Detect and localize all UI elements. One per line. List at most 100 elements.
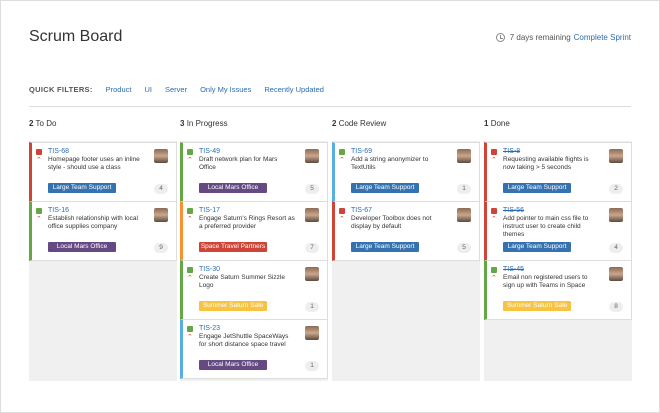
priority-high-icon: ⌃ bbox=[339, 157, 345, 164]
issue-summary: Engage JetShuttle SpaceWays for short di… bbox=[199, 333, 289, 348]
issue-key[interactable]: TIS-56 bbox=[503, 207, 525, 214]
issue-key[interactable]: TIS-67 bbox=[351, 207, 373, 214]
issue-card[interactable]: ⌃ TIS-8 Requesting available flights is … bbox=[484, 142, 632, 202]
issue-card[interactable]: ⌃ TIS-17 Engage Saturn's Rings Resort as… bbox=[180, 201, 328, 261]
epic-label[interactable]: Summer Saturn Sale bbox=[199, 301, 267, 311]
assignee-avatar bbox=[305, 149, 319, 163]
issue-key[interactable]: TIS-16 bbox=[48, 207, 70, 214]
issue-card[interactable]: ⌃ TIS-23 Engage JetShuttle SpaceWays for… bbox=[180, 319, 328, 379]
estimate-badge: 5 bbox=[305, 184, 319, 194]
column-header: 1 Done bbox=[484, 119, 632, 141]
filter-product[interactable]: Product bbox=[105, 85, 132, 94]
assignee-avatar bbox=[154, 208, 168, 222]
estimate-badge: 1 bbox=[305, 361, 319, 371]
issue-key[interactable]: TIS-17 bbox=[199, 207, 221, 214]
complete-sprint-button[interactable]: Complete Sprint bbox=[573, 33, 631, 42]
column-header: 3 In Progress bbox=[180, 119, 328, 141]
issue-card[interactable]: ⌃ TIS-69 Add a string anonymizer to Text… bbox=[332, 142, 480, 202]
page-title: Scrum Board bbox=[29, 28, 123, 45]
column-header: 2 Code Review bbox=[332, 119, 480, 141]
priority-high-icon: ⌃ bbox=[491, 157, 497, 164]
bug-icon bbox=[491, 149, 497, 155]
column-header: 2 To Do bbox=[29, 119, 177, 141]
assignee-avatar bbox=[609, 149, 623, 163]
epic-label[interactable]: Local Mars Office bbox=[48, 242, 116, 252]
issue-card[interactable]: ⌃ TIS-45 Email non registered users to s… bbox=[484, 260, 632, 320]
issue-key[interactable]: TIS-68 bbox=[48, 148, 70, 155]
priority-high-icon: ⌃ bbox=[339, 216, 345, 223]
divider bbox=[29, 106, 631, 107]
epic-label[interactable]: Large Team Support bbox=[503, 183, 571, 193]
issue-card[interactable]: ⌃ TIS-68 Homepage footer uses an inline … bbox=[29, 142, 177, 202]
column-body: ⌃ TIS-49 Draft network plan for Mars Off… bbox=[180, 141, 328, 381]
epic-label[interactable]: Large Team Support bbox=[48, 183, 116, 193]
issue-key[interactable]: TIS-69 bbox=[351, 148, 373, 155]
filter-only-my-issues[interactable]: Only My Issues bbox=[200, 85, 252, 94]
assignee-avatar bbox=[305, 326, 319, 340]
column-count: 3 bbox=[180, 119, 185, 128]
bug-icon bbox=[36, 149, 42, 155]
filter-recently-updated[interactable]: Recently Updated bbox=[264, 85, 324, 94]
quick-filters: QUICK FILTERS: Product UI Server Only My… bbox=[29, 85, 324, 94]
issue-key[interactable]: TIS-30 bbox=[199, 266, 221, 273]
issue-summary: Email non registered users to sign up wi… bbox=[503, 274, 588, 289]
epic-label[interactable]: Summer Saturn Sale bbox=[503, 301, 571, 311]
assignee-avatar bbox=[457, 208, 471, 222]
issue-key[interactable]: TIS-45 bbox=[503, 266, 525, 273]
column-body: ⌃ TIS-68 Homepage footer uses an inline … bbox=[29, 141, 177, 381]
bug-icon bbox=[491, 208, 497, 214]
priority-high-icon: ⌃ bbox=[491, 275, 497, 282]
epic-label[interactable]: Local Mars Office bbox=[199, 183, 267, 193]
estimate-badge: 8 bbox=[609, 302, 623, 312]
column-name: To Do bbox=[35, 119, 57, 128]
estimate-badge: 9 bbox=[154, 243, 168, 253]
assignee-avatar bbox=[305, 208, 319, 222]
estimate-badge: 2 bbox=[609, 184, 623, 194]
filter-ui[interactable]: UI bbox=[144, 85, 153, 94]
column-count: 1 bbox=[484, 119, 489, 128]
issue-key[interactable]: TIS-8 bbox=[503, 148, 521, 155]
column-done: 1 Done ⌃ TIS-8 Requesting available flig… bbox=[484, 119, 632, 381]
issue-card[interactable]: ⌃ TIS-30 Create Saturn Summer Sizzle Log… bbox=[180, 260, 328, 320]
quick-filters-label: QUICK FILTERS: bbox=[29, 85, 93, 94]
estimate-badge: 5 bbox=[457, 243, 471, 253]
issue-card[interactable]: ⌃ TIS-49 Draft network plan for Mars Off… bbox=[180, 142, 328, 202]
epic-label[interactable]: Large Team Support bbox=[351, 242, 419, 252]
epic-label[interactable]: Large Team Support bbox=[351, 183, 419, 193]
epic-label[interactable]: Local Mars Office bbox=[199, 360, 267, 370]
column-body: ⌃ TIS-69 Add a string anonymizer to Text… bbox=[332, 141, 480, 381]
priority-high-icon: ⌃ bbox=[187, 216, 193, 223]
priority-high-icon: ⌃ bbox=[187, 275, 193, 282]
epic-label[interactable]: Large Team Support bbox=[503, 242, 571, 252]
issue-card[interactable]: ⌃ TIS-67 Developer Toolbox does not disp… bbox=[332, 201, 480, 261]
issue-card[interactable]: ⌃ TIS-16 Establish relationship with loc… bbox=[29, 201, 177, 261]
issue-summary: Engage Saturn's Rings Resort as a prefer… bbox=[199, 215, 295, 230]
estimate-badge: 4 bbox=[154, 184, 168, 194]
issue-card[interactable]: ⌃ TIS-56 Add pointer to main css file to… bbox=[484, 201, 632, 261]
issue-summary: Draft network plan for Mars Office bbox=[199, 156, 278, 171]
issue-key[interactable]: TIS-23 bbox=[199, 325, 221, 332]
sprint-status: 7 days remaining Complete Sprint bbox=[495, 33, 631, 42]
column-in-progress: 3 In Progress ⌃ TIS-49 Draft network pla… bbox=[180, 119, 328, 381]
assignee-avatar bbox=[609, 208, 623, 222]
issue-summary: Establish relationship with local office… bbox=[48, 215, 138, 230]
assignee-avatar bbox=[609, 267, 623, 281]
epic-label[interactable]: Space Travel Partners bbox=[199, 242, 267, 252]
issue-summary: Developer Toolbox does not display by de… bbox=[351, 215, 432, 230]
assignee-avatar bbox=[305, 267, 319, 281]
column-name: Code Review bbox=[338, 119, 387, 128]
bug-icon bbox=[339, 208, 345, 214]
issue-key[interactable]: TIS-49 bbox=[199, 148, 221, 155]
estimate-badge: 7 bbox=[305, 243, 319, 253]
days-remaining: 7 days remaining bbox=[509, 33, 571, 42]
column-name: Done bbox=[490, 119, 510, 128]
priority-high-icon: ⌃ bbox=[36, 216, 42, 223]
column-body: ⌃ TIS-8 Requesting available flights is … bbox=[484, 141, 632, 381]
filter-server[interactable]: Server bbox=[165, 85, 188, 94]
story-icon bbox=[187, 267, 193, 273]
issue-summary: Add pointer to main css file to instruct… bbox=[503, 215, 589, 238]
column-code-review: 2 Code Review ⌃ TIS-69 Add a string anon… bbox=[332, 119, 480, 381]
priority-high-icon: ⌃ bbox=[36, 157, 42, 164]
column-count: 2 bbox=[332, 119, 337, 128]
assignee-avatar bbox=[457, 149, 471, 163]
